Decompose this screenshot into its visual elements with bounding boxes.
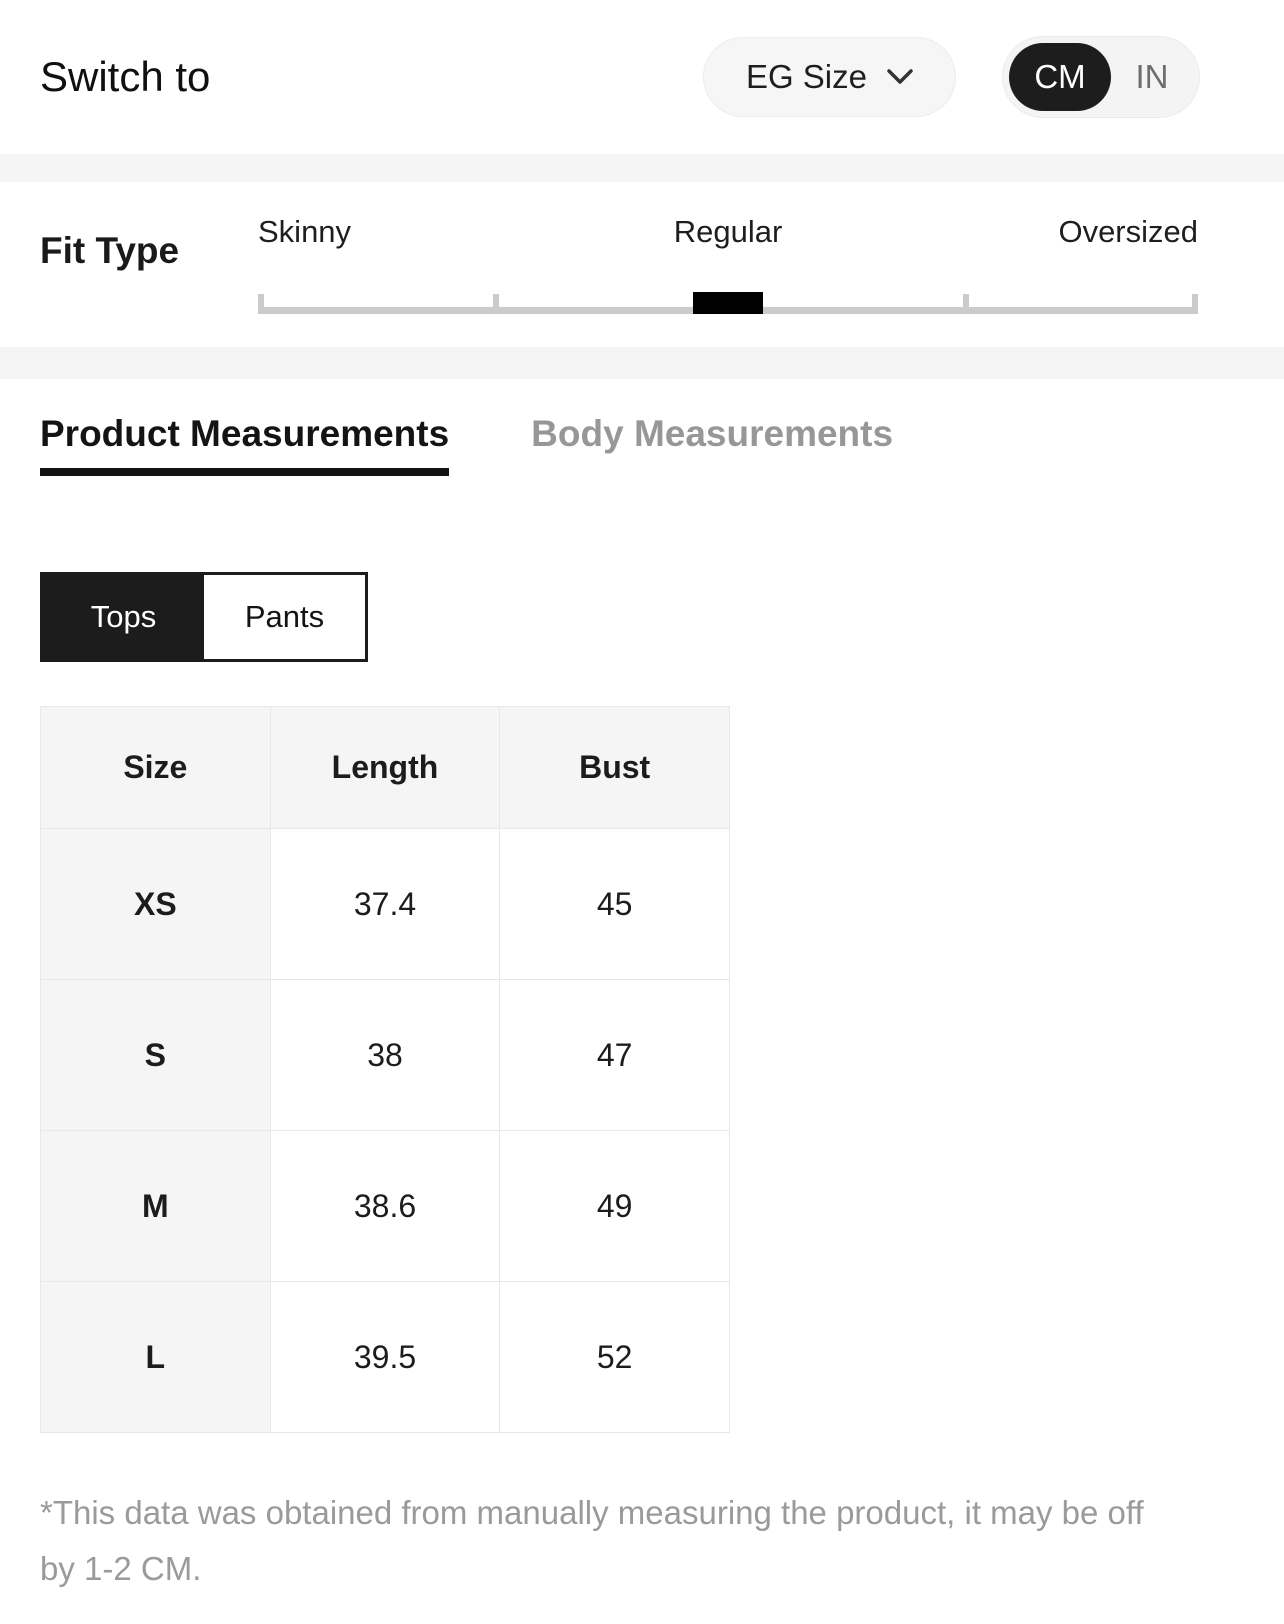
table-row: L 39.5 52: [40, 1281, 730, 1433]
top-bar: Switch to EG Size CM IN: [0, 0, 1284, 154]
length-value: 38: [269, 979, 501, 1131]
unit-option-cm[interactable]: CM: [1009, 43, 1111, 111]
track-tick: [493, 294, 499, 314]
bust-value: 49: [499, 1130, 730, 1282]
bust-value: 45: [499, 828, 730, 980]
fit-type-track[interactable]: [258, 292, 1198, 314]
column-header-size: Size: [40, 706, 271, 829]
table-header-row: Size Length Bust: [40, 706, 730, 829]
track-tick: [1192, 294, 1198, 314]
tab-product-measurements[interactable]: Product Measurements: [40, 413, 450, 476]
size-value: L: [40, 1281, 271, 1433]
table-row: M 38.6 49: [40, 1130, 730, 1282]
tab-body-measurements[interactable]: Body Measurements: [531, 413, 894, 454]
fit-type-section: Fit Type Skinny Regular Oversized: [0, 182, 1284, 347]
track-tick: [963, 294, 969, 314]
bust-value: 52: [499, 1281, 730, 1433]
fit-option-oversized[interactable]: Oversized: [1058, 214, 1198, 249]
measurements-table: Size Length Bust XS 37.4 45 S 38 47 M 38…: [40, 706, 730, 1433]
size-value: S: [40, 979, 271, 1131]
size-value: XS: [40, 828, 271, 980]
category-tops-button[interactable]: Tops: [43, 575, 204, 659]
section-divider: [0, 154, 1284, 182]
column-header-length: Length: [269, 706, 501, 829]
length-value: 38.6: [269, 1130, 501, 1282]
switch-to-title: Switch to: [40, 53, 211, 100]
fit-type-options: Skinny Regular Oversized: [258, 214, 1198, 254]
fit-option-skinny[interactable]: Skinny: [258, 214, 352, 249]
chevron-down-icon: [887, 69, 913, 84]
category-pants-button[interactable]: Pants: [204, 575, 365, 659]
measurement-disclaimer: *This data was obtained from manually me…: [40, 1494, 1144, 1587]
top-bar-controls: EG Size CM IN: [702, 36, 1200, 118]
unit-toggle: CM IN: [1002, 36, 1200, 118]
bust-value: 47: [499, 979, 730, 1131]
table-row: S 38 47: [40, 979, 730, 1131]
size-standard-label: EG Size: [745, 58, 867, 95]
fit-type-label: Fit Type: [40, 230, 180, 271]
category-toggle: Tops Pants: [40, 572, 368, 662]
table-row: XS 37.4 45: [40, 828, 730, 980]
size-standard-dropdown[interactable]: EG Size: [702, 37, 956, 117]
unit-option-in[interactable]: IN: [1135, 58, 1169, 95]
track-tick: [258, 294, 264, 314]
column-header-bust: Bust: [499, 706, 730, 829]
length-value: 37.4: [269, 828, 501, 980]
fit-type-slider-handle[interactable]: [693, 292, 763, 314]
size-value: M: [40, 1130, 271, 1282]
fit-option-regular[interactable]: Regular: [673, 214, 783, 249]
fit-type-slider[interactable]: Skinny Regular Oversized: [258, 214, 1198, 347]
section-divider: [0, 347, 1284, 379]
measurement-tabs: Product Measurements Body Measurements: [0, 379, 1284, 476]
length-value: 39.5: [269, 1281, 501, 1433]
